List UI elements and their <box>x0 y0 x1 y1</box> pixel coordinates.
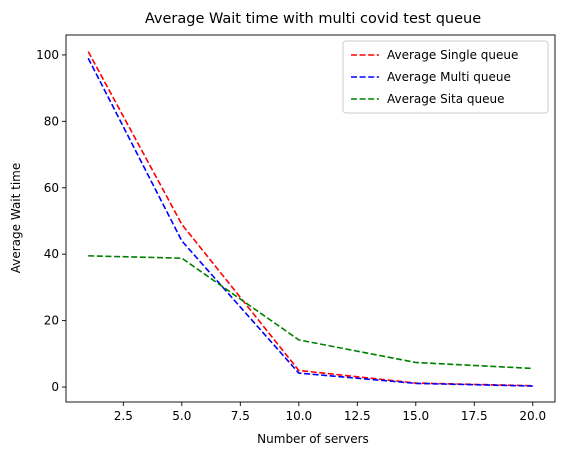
y-tick-label: 20 <box>44 314 59 328</box>
legend-label: Average Sita queue <box>387 92 505 106</box>
plot-frame <box>65 34 556 403</box>
x-tick-label: 15.0 <box>402 409 429 423</box>
legend-label: Average Multi queue <box>387 70 511 84</box>
series-lines <box>87 51 533 387</box>
y-tick-label: 100 <box>36 48 59 62</box>
x-tick-label: 2.5 <box>114 409 133 423</box>
chart-title: Average Wait time with multi covid test … <box>145 11 481 27</box>
x-tick-label: 5.0 <box>172 409 191 423</box>
y-tick-label: 0 <box>51 380 59 394</box>
y-tick-label: 80 <box>44 114 59 128</box>
y-axis: 0 20 40 60 80 100 <box>36 48 66 394</box>
series-line-1 <box>87 51 533 387</box>
y-tick-label: 60 <box>44 181 59 195</box>
x-axis: 2.5 5.0 7.5 10.0 12.5 15.0 17.5 20.0 <box>114 402 546 423</box>
x-tick-label: 20.0 <box>519 409 546 423</box>
x-tick-label: 10.0 <box>285 409 312 423</box>
legend-box <box>342 40 549 114</box>
series-line-3 <box>88 255 533 370</box>
series-line-2 <box>87 57 533 387</box>
legend-label: Average Single queue <box>387 48 518 62</box>
legend: Average Single queue Average Multi queue A… <box>342 40 549 114</box>
y-axis-label: Average Wait time <box>9 163 23 274</box>
y-tick-label: 40 <box>44 247 59 261</box>
x-tick-label: 7.5 <box>231 409 250 423</box>
x-tick-label: 12.5 <box>344 409 371 423</box>
x-axis-label: Number of servers <box>257 432 369 446</box>
x-tick-label: 17.5 <box>461 409 488 423</box>
